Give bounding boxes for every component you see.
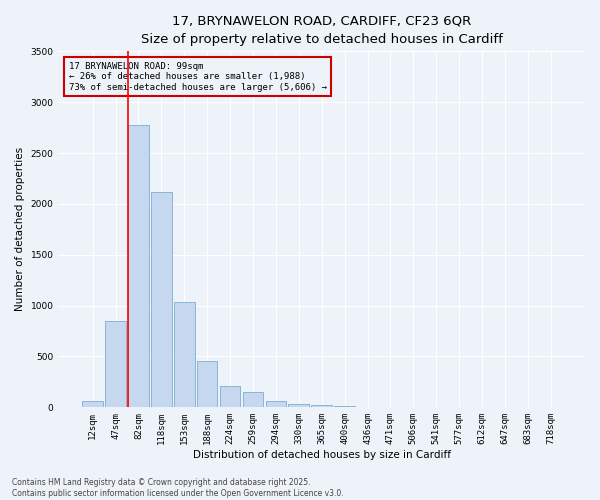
- Bar: [242, 392, 263, 407]
- Text: 17 BRYNAWELON ROAD: 99sqm
← 26% of detached houses are smaller (1,988)
73% of se: 17 BRYNAWELON ROAD: 99sqm ← 26% of detac…: [69, 62, 327, 92]
- Bar: [128, 124, 149, 408]
- Bar: [174, 302, 194, 408]
- X-axis label: Distribution of detached houses by size in Cardiff: Distribution of detached houses by size …: [193, 450, 451, 460]
- Text: Contains HM Land Registry data © Crown copyright and database right 2025.
Contai: Contains HM Land Registry data © Crown c…: [12, 478, 344, 498]
- Title: 17, BRYNAWELON ROAD, CARDIFF, CF23 6QR
Size of property relative to detached hou: 17, BRYNAWELON ROAD, CARDIFF, CF23 6QR S…: [141, 15, 503, 46]
- Bar: [266, 400, 286, 407]
- Bar: [220, 386, 241, 407]
- Bar: [105, 321, 126, 408]
- Bar: [197, 360, 217, 408]
- Bar: [357, 407, 378, 408]
- Y-axis label: Number of detached properties: Number of detached properties: [15, 148, 25, 312]
- Bar: [82, 401, 103, 407]
- Bar: [334, 406, 355, 408]
- Bar: [311, 406, 332, 407]
- Bar: [151, 192, 172, 408]
- Bar: [289, 404, 309, 407]
